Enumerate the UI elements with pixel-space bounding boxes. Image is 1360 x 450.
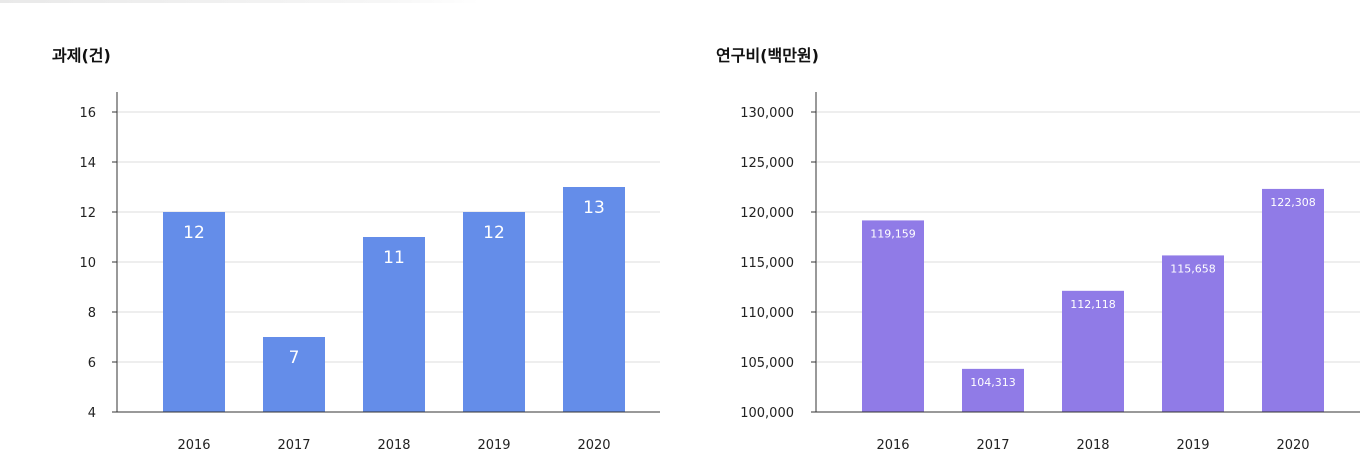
y-tick-label: 125,000 [740, 156, 794, 171]
x-tick-label: 2017 [277, 438, 310, 450]
y-tick-label: 4 [88, 406, 96, 421]
bar-value-label: 112,118 [1070, 298, 1116, 311]
top-divider [0, 0, 480, 3]
x-tick-label: 2016 [177, 438, 210, 450]
x-tick-label: 2020 [1276, 438, 1309, 450]
x-tick-label: 2018 [1076, 438, 1109, 450]
bar-2016 [163, 212, 225, 412]
bar-2016 [862, 220, 924, 412]
y-tick-label: 8 [88, 306, 96, 321]
bar-value-label: 115,658 [1170, 262, 1216, 275]
y-tick-label: 115,000 [740, 256, 794, 271]
y-tick-label: 105,000 [740, 356, 794, 371]
projects-bar-chart: 4 6 8 10 12 14 16 12 2016 7 2017 11 2018 12 2019 13 2020 [79, 92, 660, 450]
bar-value-label: 13 [583, 198, 605, 218]
bar-2019 [1162, 255, 1224, 412]
bar-value-label: 12 [183, 223, 205, 243]
bar-value-label: 7 [289, 348, 300, 368]
chart-title-funding: 연구비(백만원) [716, 46, 819, 65]
x-tick-label: 2020 [577, 438, 610, 450]
y-tick-label: 12 [79, 206, 96, 221]
x-tick-label: 2019 [1176, 438, 1209, 450]
x-tick-label: 2017 [976, 438, 1009, 450]
bar-2020 [563, 187, 625, 412]
bar-value-label: 12 [483, 223, 505, 243]
bar-value-label: 104,313 [970, 376, 1016, 389]
x-tick-label: 2019 [477, 438, 510, 450]
bar-2018 [1062, 290, 1124, 412]
bar-value-label: 119,159 [870, 227, 916, 240]
bar-2017 [263, 337, 325, 412]
bar-2018 [363, 237, 425, 412]
bar-2017 [962, 368, 1024, 412]
y-tick-label: 130,000 [740, 106, 794, 121]
y-tick-label: 110,000 [740, 306, 794, 321]
chart-title-projects: 과제(건) [52, 46, 111, 65]
y-tick-label: 100,000 [740, 406, 794, 421]
bar-value-label: 11 [383, 248, 405, 268]
y-tick-label: 16 [79, 106, 96, 121]
y-tick-label: 120,000 [740, 206, 794, 221]
bar-2019 [463, 212, 525, 412]
y-tick-label: 14 [79, 156, 96, 171]
bar-2020 [1262, 188, 1324, 412]
y-tick-label: 10 [79, 256, 96, 271]
x-tick-label: 2018 [377, 438, 410, 450]
bar-value-label: 122,308 [1270, 196, 1316, 209]
x-tick-label: 2016 [876, 438, 909, 450]
y-tick-label: 6 [88, 356, 96, 371]
